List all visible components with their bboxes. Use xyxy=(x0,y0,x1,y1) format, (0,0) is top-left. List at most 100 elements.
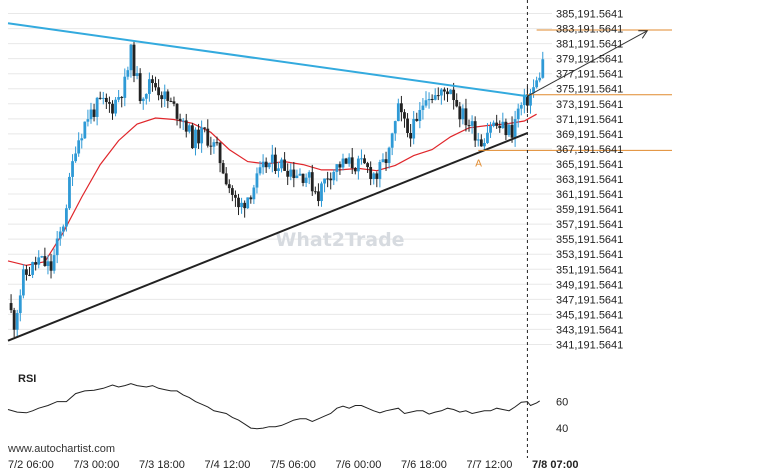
candle-body xyxy=(46,261,50,266)
candle-body xyxy=(412,118,416,139)
candle-body xyxy=(194,129,197,149)
candle-body xyxy=(237,197,240,208)
candle-body xyxy=(151,79,154,84)
candle-body xyxy=(55,238,59,256)
candle-body xyxy=(206,128,210,146)
candle-body xyxy=(25,269,28,275)
price-tick-label: 365,191.5641 xyxy=(556,159,623,171)
candle-body xyxy=(80,138,84,141)
candle-body xyxy=(452,89,456,101)
candle-body xyxy=(326,178,330,180)
price-tick-label: 369,191.5641 xyxy=(556,129,623,141)
candle-body xyxy=(92,109,96,117)
price-tick-label: 359,191.5641 xyxy=(556,204,623,216)
time-tick-label: 7/3 18:00 xyxy=(139,459,185,471)
candle-body xyxy=(141,98,145,102)
rsi-line xyxy=(7,383,540,430)
price-tick-label: 383,191.5641 xyxy=(556,24,623,36)
price-tick-label: 345,191.5641 xyxy=(556,309,623,321)
price-tick-label: 343,191.5641 xyxy=(556,324,623,336)
candle-body xyxy=(335,164,339,172)
candle-body xyxy=(154,83,157,88)
candle-body xyxy=(12,310,16,330)
candle-body xyxy=(95,97,99,117)
candle-body xyxy=(403,112,406,119)
candle-body xyxy=(273,154,277,171)
candle-body xyxy=(221,163,225,174)
candle-body xyxy=(203,127,207,129)
candle-body xyxy=(532,87,535,94)
candle-body xyxy=(320,183,323,202)
candle-body xyxy=(329,178,333,181)
price-tick-label: 351,191.5641 xyxy=(556,264,623,276)
candle-body xyxy=(224,173,228,185)
time-tick-label: 7/7 12:00 xyxy=(467,459,513,471)
candle-body xyxy=(529,93,532,106)
candle-body xyxy=(292,169,296,179)
price-tick-label: 385,191.5641 xyxy=(556,9,623,21)
price-tick-label: 361,191.5641 xyxy=(556,189,623,201)
watermark: What2Trade xyxy=(275,229,404,251)
candle-body xyxy=(114,99,117,114)
candle-body xyxy=(234,194,237,198)
price-tick-label: 379,191.5641 xyxy=(556,54,623,66)
candle-body xyxy=(255,173,259,188)
candle-body xyxy=(267,162,271,168)
candles xyxy=(9,40,545,338)
candle-body xyxy=(212,142,216,147)
candle-body xyxy=(381,159,385,163)
candle-body xyxy=(160,95,164,100)
candle-body xyxy=(356,158,360,172)
candle-body xyxy=(400,103,403,113)
candle-body xyxy=(83,121,87,139)
candle-body xyxy=(34,262,38,265)
price-axis: 385,191.5641 383,191.5641 381,191.5641 379,… xyxy=(556,9,623,352)
candle-body xyxy=(104,97,108,103)
candle-body xyxy=(184,120,188,132)
candle-body xyxy=(433,95,437,100)
candle-body xyxy=(163,91,167,100)
candle-body xyxy=(495,122,499,126)
candle-body xyxy=(58,231,62,239)
candle-body xyxy=(64,208,68,227)
price-tick-label: 371,191.5641 xyxy=(556,114,623,126)
candle-body xyxy=(535,80,539,88)
candle-body xyxy=(513,119,517,138)
rsi-tick-label: 60 xyxy=(556,397,568,409)
candle-body xyxy=(427,98,431,101)
price-tick-label: 363,191.5641 xyxy=(556,174,623,186)
candle-body xyxy=(295,175,299,179)
price-tick-label: 341,191.5641 xyxy=(556,339,623,351)
candle-body xyxy=(187,125,191,132)
candle-body xyxy=(61,226,65,232)
candle-body xyxy=(74,153,78,162)
source-label: www.autochartist.com xyxy=(7,443,115,455)
candle-body xyxy=(384,159,388,163)
candle-body xyxy=(486,132,489,144)
candle-body xyxy=(372,173,376,179)
candle-body xyxy=(393,121,397,134)
candle-body xyxy=(264,161,268,168)
price-tick-label: 381,191.5641 xyxy=(556,39,623,51)
price-tick-label: 375,191.5641 xyxy=(556,84,623,96)
candle-body xyxy=(310,172,314,192)
candle-body xyxy=(350,157,354,169)
candle-body xyxy=(526,94,529,106)
moving-average-line xyxy=(7,113,537,267)
candle-body xyxy=(37,257,41,265)
candle-body xyxy=(504,121,508,136)
candle-body xyxy=(464,108,468,126)
candle-body xyxy=(353,168,357,172)
candle-body xyxy=(157,87,160,96)
candle-body xyxy=(366,163,369,168)
candle-body xyxy=(89,109,93,120)
candle-body xyxy=(18,295,22,314)
point-a-label: A xyxy=(475,158,482,169)
candle-body xyxy=(519,105,523,109)
candle-body xyxy=(458,106,462,120)
candle-body xyxy=(289,169,293,177)
candle-body xyxy=(215,142,219,144)
candle-body xyxy=(378,162,382,179)
time-tick-label: 7/6 00:00 xyxy=(336,459,382,471)
